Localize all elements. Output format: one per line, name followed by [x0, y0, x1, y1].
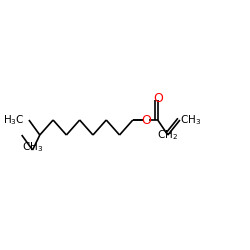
Text: $\mathsf{CH_3}$: $\mathsf{CH_3}$ — [22, 140, 43, 154]
Text: $\mathsf{CH_2}$: $\mathsf{CH_2}$ — [157, 129, 178, 142]
Text: O: O — [142, 114, 152, 126]
Text: $\mathsf{H_3C}$: $\mathsf{H_3C}$ — [3, 113, 25, 127]
Text: O: O — [153, 92, 163, 105]
Text: $\mathsf{CH_3}$: $\mathsf{CH_3}$ — [180, 113, 202, 127]
